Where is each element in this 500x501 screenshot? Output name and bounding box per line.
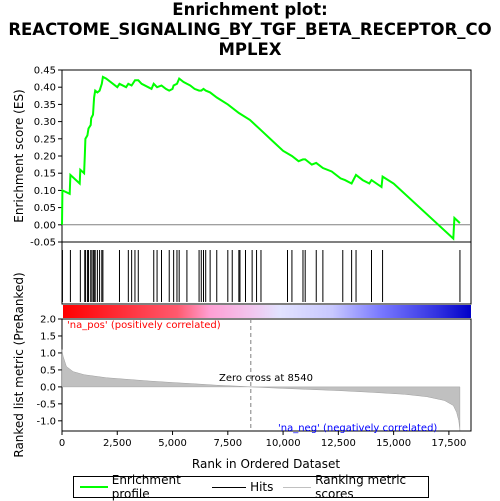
chart-title-line-3: MPLEX: [218, 40, 282, 59]
es-y-tick-label: 0.35: [34, 100, 56, 111]
es-y-tick-label: 0.40: [34, 83, 56, 94]
metric-y-tick-label: 0.0: [40, 382, 56, 393]
enrichment-profile-line: [61, 75, 461, 241]
pos-label: 'na_pos' (positively correlated): [67, 320, 221, 331]
metric-panel: -1.0 -0.5 0.0 0.5 1.0 1.5 2.0 0 2,500 5,000 7,500…: [36, 315, 472, 449]
es-y-tick-label: 0.20: [34, 152, 56, 163]
legend-profile-label: Enrichment profile: [111, 473, 181, 501]
metric-y-tick-label: 1.5: [40, 331, 56, 342]
es-y-tick-label: -0.05: [30, 238, 56, 249]
x-tick-label: 12,500: [321, 438, 356, 449]
chart-title-line-1: Enrichment plot:: [172, 0, 328, 19]
x-tick-label: 0: [59, 438, 65, 449]
metric-y-tick-label: -1.0: [36, 416, 56, 427]
ranking-metric-area: [61, 349, 461, 431]
hits-panel: [61, 241, 472, 305]
x-tick-label: 2,500: [103, 438, 132, 449]
chart-title: Enrichment plot: REACTOME_SIGNALING_BY_T…: [0, 0, 500, 60]
metric-y-axis-label: Ranked list metric (PreRanked): [12, 272, 26, 457]
legend-hits-swatch: [212, 486, 247, 488]
metric-y-tick-label: 0.5: [40, 365, 56, 376]
legend: Enrichment profile Hits Ranking metric s…: [73, 473, 429, 501]
x-tick-label: 5,000: [158, 438, 187, 449]
es-panel: -0.05 0.00 0.05 0.10 0.15 0.20 0.25 0.30 0.35 0.4…: [30, 66, 472, 249]
rank-gradient: [63, 305, 471, 318]
rank-color-bar: [63, 305, 471, 318]
es-y-tick-label: 0.00: [34, 220, 56, 231]
x-tick-label: 7,500: [213, 438, 242, 449]
hits-panel-frame: [61, 241, 472, 305]
legend-hits-label: Hits: [250, 480, 274, 494]
es-y-tick-label: 0.15: [34, 169, 56, 180]
es-y-tick-label: 0.10: [34, 186, 56, 197]
neg-label: 'na_neg' (negatively correlated): [278, 423, 437, 434]
legend-metric-label: Ranking metric scores: [315, 473, 407, 501]
zero-cross-label: Zero cross at 8540: [219, 373, 313, 384]
x-axis-label: Rank in Ordered Dataset: [192, 457, 340, 471]
x-tick-label: 15,000: [376, 438, 411, 449]
es-y-axis-label: Enrichment score (ES): [12, 89, 26, 222]
es-y-tick-label: 0.25: [34, 134, 56, 145]
legend-item-metric: Ranking metric scores: [283, 473, 424, 501]
es-y-tick-label: 0.05: [34, 203, 56, 214]
metric-y-tick-label: 1.0: [40, 348, 56, 359]
x-tick-label: 17,500: [431, 438, 466, 449]
es-y-tick-label: 0.45: [34, 66, 56, 77]
x-tick-label: 10,000: [266, 438, 301, 449]
metric-panel-frame: [61, 318, 472, 432]
legend-profile-swatch: [80, 486, 108, 488]
chart-title-line-2: REACTOME_SIGNALING_BY_TGF_BETA_RECEPTOR_…: [8, 20, 492, 39]
legend-item-profile: Enrichment profile: [80, 473, 202, 501]
metric-y-tick-label: 2.0: [40, 315, 56, 326]
metric-y-tick-label: -0.5: [36, 399, 56, 410]
legend-metric-swatch: [283, 486, 312, 488]
es-y-tick-label: 0.30: [34, 117, 56, 128]
es-panel-frame: [61, 69, 472, 243]
legend-item-hits: Hits: [212, 480, 273, 494]
